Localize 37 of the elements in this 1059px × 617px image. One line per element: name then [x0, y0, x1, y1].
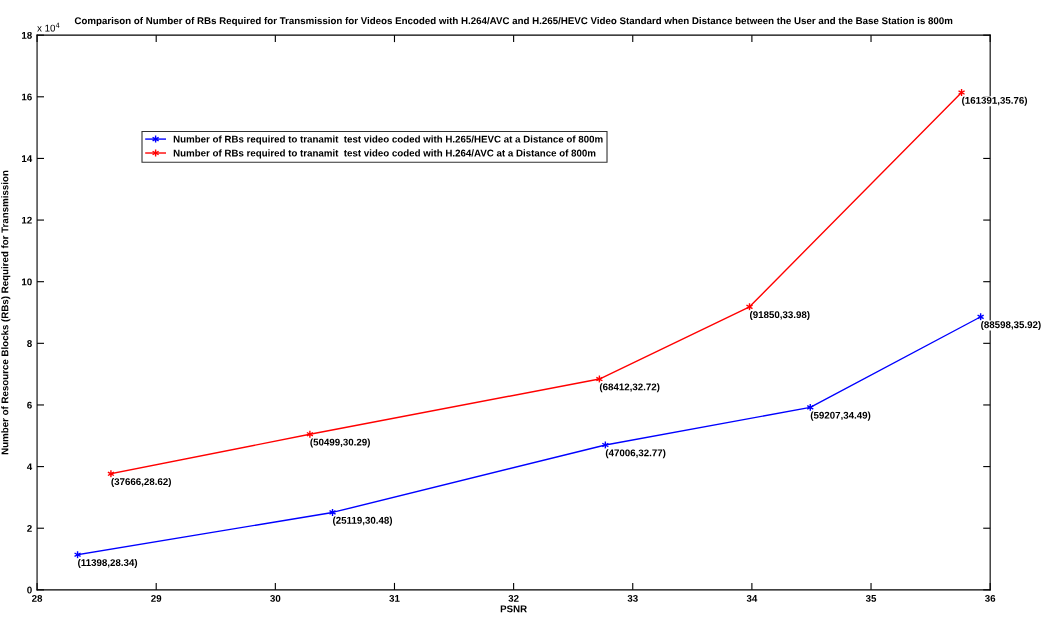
y-tick-label: 8 — [27, 340, 32, 347]
x-tick-label: 31 — [389, 594, 400, 602]
annotation: (25119,30.48) — [333, 516, 393, 526]
annotation: (37666,28.62) — [111, 477, 171, 488]
x-tick-label: 28 — [32, 594, 43, 602]
text: x 10$^{4}$ — [37, 22, 60, 32]
x-tick-label: 29 — [151, 594, 162, 602]
x-tick-label: 33 — [627, 594, 638, 602]
y-tick-label: 4 — [26, 463, 33, 471]
x-tick-label: 36 — [984, 594, 996, 602]
y-tick-label: 14 — [22, 155, 33, 162]
y-tick-label: 6 — [27, 401, 32, 409]
x-tick-label: 32 — [508, 594, 519, 602]
chart-title: Comparison of Number of RBs Required for Transmission for Videos Encoded with H.264/AVC and H.265/HEVC Video Standard when Distance between the User and the Base Station is 800m — [74, 17, 953, 27]
x-tick-label: 35 — [865, 594, 877, 602]
annotation: (50499,30.29) — [310, 438, 370, 448]
y-tick-label: 16 — [22, 93, 32, 101]
y-axis-title: Number of Resource Blocks (RBs) Required for Transmission — [1, 170, 11, 455]
annotation: (68412,32.72) — [599, 383, 660, 393]
point — [107, 469, 115, 478]
y-tick-label: 0 — [27, 586, 32, 594]
annotation: (161391,35.76) — [962, 96, 1028, 106]
y-tick-label: 18 — [22, 31, 32, 39]
legend-label: Number of RBs required to tranamit test video coded with H.264/AVC at a Distance of 800m — [173, 149, 596, 159]
annotation: (88598,35.92) — [981, 321, 1041, 331]
legend-label: Number of RBs required to tranamit test video coded with H.265/HEVC at a Distance of 800m — [173, 135, 603, 145]
y-tick-label: 12 — [22, 216, 32, 224]
y-tick-label: 2 — [27, 524, 32, 532]
y-tick-label: 10 — [22, 278, 32, 286]
x-tick-label: 34 — [746, 594, 758, 602]
annotation: (91850,33.98) — [749, 310, 810, 321]
annotation: (59207,34.49) — [810, 411, 871, 421]
annotation: (47006,32.77) — [605, 449, 666, 459]
x-tick-label: 30 — [270, 594, 281, 602]
x-axis-title: PSNR — [500, 605, 527, 613]
annotation: (11398,28.34) — [78, 558, 138, 568]
point — [306, 430, 314, 439]
